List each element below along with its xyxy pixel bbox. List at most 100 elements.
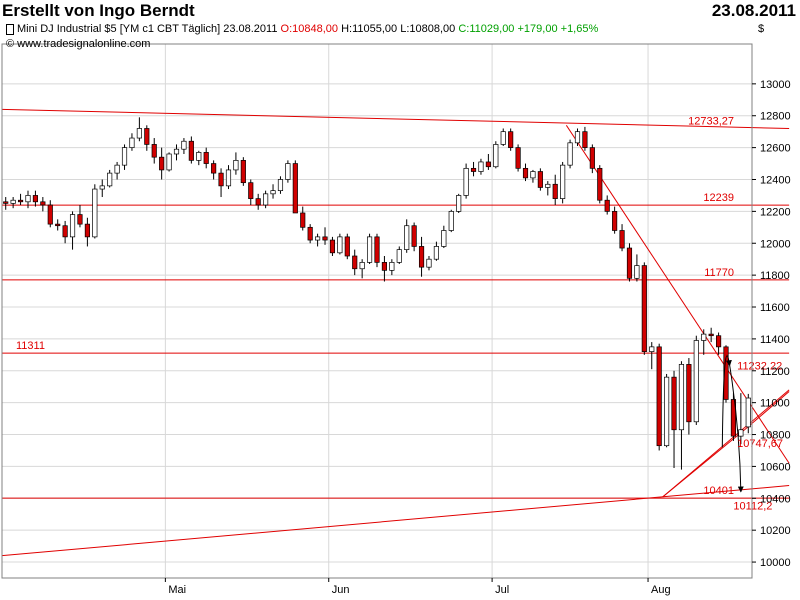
candle: [738, 393, 744, 445]
candle-body: [426, 258, 432, 268]
y-tick-label: 11000: [760, 398, 790, 410]
candle-body: [619, 230, 625, 249]
candle: [589, 144, 595, 174]
candle: [129, 133, 135, 151]
candle-body: [107, 172, 113, 187]
candle-body: [470, 167, 477, 172]
candle: [678, 361, 685, 470]
candle-body: [77, 214, 83, 225]
candle-body: [62, 225, 68, 238]
candle: [515, 144, 521, 172]
candle-body: [255, 198, 261, 206]
candle-body: [404, 225, 410, 250]
candle-body: [55, 223, 61, 227]
candle-body: [656, 346, 662, 447]
line-label: 11770: [704, 267, 734, 279]
candle-body: [485, 161, 491, 168]
author-title: Erstellt von Ingo Berndt: [2, 1, 195, 20]
candle: [270, 184, 276, 199]
candle-body: [738, 429, 744, 437]
candle: [366, 233, 373, 264]
candle-body: [604, 199, 610, 212]
candle-body: [530, 171, 536, 179]
candles: [3, 117, 751, 470]
candle-body: [307, 226, 313, 241]
line-label: 12239: [703, 192, 734, 204]
low-value: L:10808,00: [400, 23, 456, 35]
candle-body: [537, 171, 543, 188]
y-tick-label: 10600: [760, 461, 791, 473]
candle-body: [329, 239, 336, 254]
candle-body: [144, 128, 150, 145]
candle: [136, 117, 142, 142]
candle-body: [678, 364, 685, 431]
candle-body: [344, 236, 350, 257]
arrow-up: [721, 355, 732, 448]
candle-body: [381, 262, 388, 271]
candle: [448, 209, 454, 233]
candle-body: [203, 152, 209, 164]
candle-body: [285, 163, 291, 180]
candle: [693, 335, 699, 425]
candle-body: [240, 160, 246, 184]
candle-body: [641, 265, 647, 352]
candle-body: [270, 190, 276, 195]
candle-body: [173, 148, 180, 155]
candle: [151, 138, 157, 164]
candle-body: [218, 172, 224, 187]
candle: [77, 204, 83, 228]
candle: [359, 259, 365, 279]
candle: [485, 153, 491, 170]
candle: [508, 128, 514, 151]
website-link[interactable]: www.tradesignalonline.com: [17, 38, 151, 50]
candle: [664, 373, 670, 448]
candle-body: [181, 140, 187, 150]
candle: [671, 370, 677, 469]
candle-body: [508, 131, 514, 148]
candle-body: [745, 397, 751, 428]
y-tick-label: 10200: [760, 525, 791, 537]
candle-body: [545, 183, 551, 188]
candle-body: [32, 195, 38, 203]
candle: [441, 225, 447, 249]
candle: [240, 157, 246, 186]
candle: [411, 222, 417, 252]
y-tick-label: 10800: [760, 430, 791, 442]
y-tick-label: 11800: [760, 270, 790, 282]
candle-body: [263, 193, 269, 206]
candle: [285, 160, 291, 183]
y-tick-label: 12400: [760, 174, 791, 186]
instrument-info: Mini DJ Industrial $5 [YM c1 CBT Täglich…: [6, 22, 598, 36]
candle-body: [716, 335, 722, 348]
candle: [701, 329, 707, 355]
candle-body: [597, 167, 603, 201]
candle: [396, 246, 402, 264]
candle-body: [493, 144, 499, 168]
candle: [84, 217, 90, 247]
candle: [10, 197, 16, 209]
candle: [545, 181, 551, 196]
currency-label: $: [758, 23, 764, 35]
y-tick-label: 10400: [760, 493, 791, 505]
candle: [255, 193, 261, 210]
candle: [574, 128, 581, 147]
line-label: 11311: [16, 340, 45, 352]
candle: [263, 190, 269, 209]
candle: [225, 165, 232, 190]
line-label: 10401: [703, 485, 734, 497]
candle-body: [693, 340, 699, 423]
candle-body: [315, 236, 321, 241]
candle-body: [500, 131, 506, 145]
candle: [218, 168, 224, 198]
candle-body: [574, 131, 581, 144]
x-tick-label: Jun: [332, 584, 350, 596]
candle: [3, 197, 9, 210]
candle: [17, 193, 24, 205]
candle-body: [121, 147, 128, 166]
y-tick-label: 11200: [760, 366, 790, 378]
candle-body: [188, 140, 194, 161]
candle: [69, 211, 76, 250]
candle: [62, 220, 68, 244]
candle-body: [560, 164, 566, 199]
candle: [196, 150, 202, 166]
